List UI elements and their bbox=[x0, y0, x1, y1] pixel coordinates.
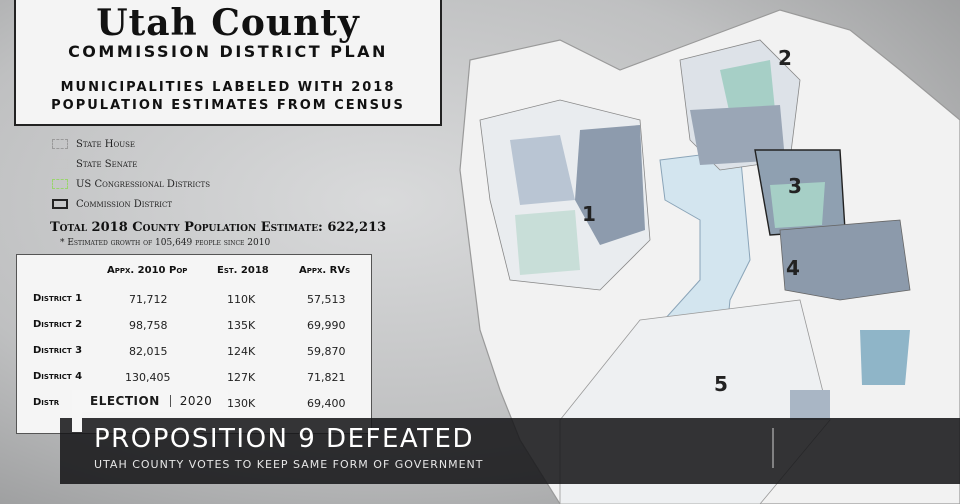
district-3-teal bbox=[770, 182, 825, 228]
legend-label: State Senate bbox=[76, 158, 138, 170]
rvs-value: 71,821 bbox=[307, 371, 346, 384]
est-2018-value: 127K bbox=[227, 371, 256, 384]
legend-item-state-house: State House bbox=[52, 134, 352, 154]
legend-label: US Congressional Districts bbox=[76, 178, 211, 190]
lower-third-accent-line bbox=[772, 428, 774, 468]
district-number-3: 3 bbox=[788, 174, 802, 198]
lower-third-bar bbox=[60, 418, 960, 484]
district-number-1: 1 bbox=[582, 202, 596, 226]
district-2-teal bbox=[720, 60, 775, 115]
district-label: Distr bbox=[33, 397, 60, 408]
growth-note: * Estimated growth of 105,649 people sin… bbox=[60, 238, 271, 248]
est-2018-value: 130K bbox=[227, 397, 256, 410]
legend-item-state-senate: State Senate bbox=[52, 154, 352, 174]
legend-label: Commission District bbox=[76, 198, 173, 210]
legend-item-us-congressional: US Congressional Districts bbox=[52, 174, 352, 194]
district-5-south bbox=[790, 390, 830, 420]
district-label: District 3 bbox=[33, 345, 83, 356]
rvs-value: 57,513 bbox=[307, 293, 346, 306]
rvs-value: 69,990 bbox=[307, 319, 346, 332]
tag-separator bbox=[169, 395, 171, 407]
column-header-2010-pop: Appx. 2010 Pop bbox=[107, 265, 188, 276]
solid-black-box-icon bbox=[52, 199, 68, 209]
rvs-value: 59,870 bbox=[307, 345, 346, 358]
legend-label: State House bbox=[76, 138, 136, 150]
pop-2010-value: 98,758 bbox=[129, 319, 168, 332]
district-5-city bbox=[860, 330, 910, 385]
lower-third-notch bbox=[72, 390, 82, 432]
total-population: Total 2018 County Population Estimate: 6… bbox=[50, 220, 387, 235]
map-title-box: Utah County COMMISSION DISTRICT PLAN MUN… bbox=[14, 0, 442, 126]
map-note-line2: POPULATION ESTIMATES FROM CENSUS bbox=[51, 98, 405, 113]
map-legend: State House State Senate US Congressiona… bbox=[52, 134, 352, 214]
map-note-line1: MUNICIPALITIES LABELED WITH 2018 bbox=[60, 80, 396, 95]
district-number-2: 2 bbox=[778, 46, 792, 70]
dashed-green-box-icon bbox=[52, 179, 68, 189]
est-2018-value: 110K bbox=[227, 293, 256, 306]
map-subtitle: COMMISSION DISTRICT PLAN bbox=[68, 42, 388, 61]
column-header-est-2018: Est. 2018 bbox=[217, 265, 269, 276]
district-1-dark bbox=[575, 125, 645, 245]
subheadline: UTAH COUNTY VOTES TO KEEP SAME FORM OF G… bbox=[94, 458, 484, 471]
dashed-gray-box-icon bbox=[52, 139, 68, 149]
district-4-area bbox=[779, 219, 911, 301]
lower-third-tag: ELECTION 2020 bbox=[82, 390, 228, 412]
rvs-value: 69,400 bbox=[307, 397, 346, 410]
district-label: District 1 bbox=[33, 293, 83, 304]
dotted-light-box-icon bbox=[52, 159, 68, 169]
column-header-rvs: Appx. RVs bbox=[299, 265, 351, 276]
est-2018-value: 124K bbox=[227, 345, 256, 358]
district-1-teal bbox=[515, 210, 580, 275]
pop-2010-value: 71,712 bbox=[129, 293, 168, 306]
tag-label: ELECTION bbox=[90, 394, 160, 408]
district-1-light bbox=[510, 135, 575, 205]
headline: PROPOSITION 9 DEFEATED bbox=[94, 424, 474, 454]
district-number-5: 5 bbox=[714, 372, 728, 396]
pop-2010-value: 130,405 bbox=[125, 371, 171, 384]
district-number-4: 4 bbox=[786, 256, 800, 280]
legend-item-commission-district: Commission District bbox=[52, 194, 352, 214]
district-label: District 4 bbox=[33, 371, 83, 382]
tag-year: 2020 bbox=[179, 394, 213, 408]
pop-2010-value: 82,015 bbox=[129, 345, 168, 358]
district-label: District 2 bbox=[33, 319, 83, 330]
map-title: Utah County bbox=[96, 2, 360, 44]
est-2018-value: 135K bbox=[227, 319, 256, 332]
